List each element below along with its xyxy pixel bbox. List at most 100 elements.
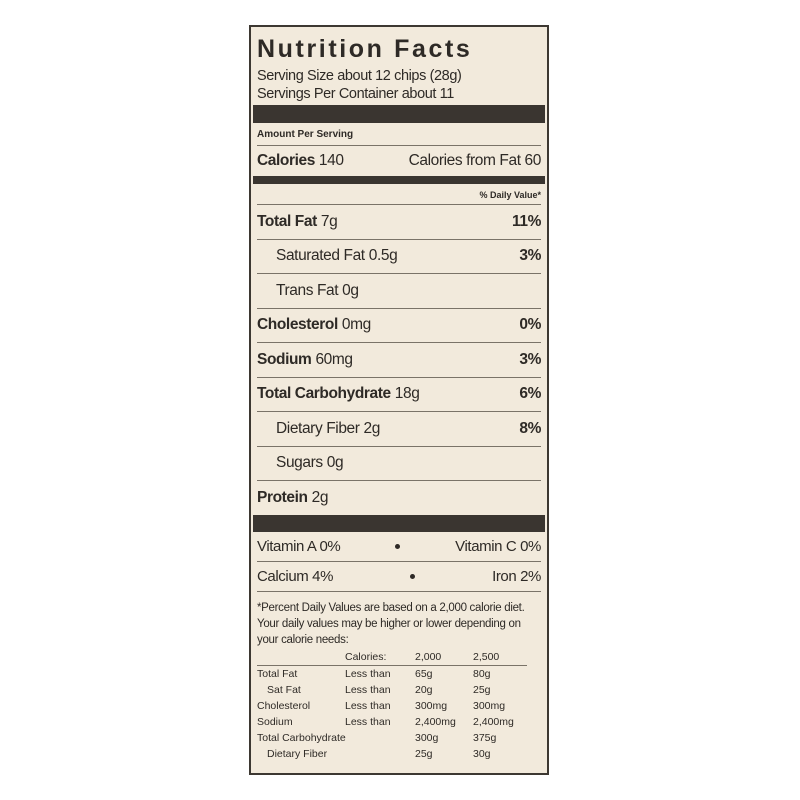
fat-calories-label: Calories from Fat xyxy=(408,152,521,169)
limit: Less than xyxy=(345,667,391,680)
nutrient-amount: 0.5g xyxy=(368,247,398,265)
nutrient-name: Total Fat xyxy=(257,667,298,680)
nutrient-amount: 0g xyxy=(342,281,359,299)
value-2500: 80g xyxy=(473,667,491,680)
calories-label: Calories xyxy=(257,152,315,169)
nutrient-amount: 7g xyxy=(320,212,338,230)
nutrient-name: Dietary Fiber xyxy=(267,747,328,760)
value-2500: 375g xyxy=(473,731,497,744)
separator-dot xyxy=(395,543,401,549)
nutrient-row: Saturated Fat 0.5g 3% xyxy=(257,238,541,274)
table-row: Total Carbohydrate 300g 375g xyxy=(257,730,527,746)
value-2500: 30g xyxy=(473,747,491,760)
vitamin-name: Calcium xyxy=(257,567,309,585)
nutrient: Trans Fat 0g xyxy=(276,282,359,300)
nutrient-name: Sodium xyxy=(257,715,293,728)
nutrient-row: Trans Fat 0g xyxy=(257,273,541,308)
daily-value-header: % Daily Value* xyxy=(479,190,541,200)
table-row: Cholesterol Less than 300mg 300mg xyxy=(257,698,527,714)
value-2000: 20g xyxy=(415,683,433,696)
calories-value: 140 xyxy=(318,152,344,169)
column-2500: 2,500 xyxy=(473,648,527,666)
nutrient-name: Cholesterol xyxy=(257,699,311,712)
calories-row: Calories 140 Calories from Fat 60 xyxy=(257,145,541,176)
vitamin-name: Vitamin A xyxy=(257,537,316,555)
nutrient: Cholesterol 0mg xyxy=(257,316,371,334)
footnote: *Percent Daily Values are based on a 2,0… xyxy=(257,601,525,646)
nutrient-name: Trans Fat xyxy=(276,281,339,299)
nutrient-amount: 60mg xyxy=(315,350,353,368)
vitamin-value: 0% xyxy=(520,537,541,555)
blank-cell xyxy=(257,648,345,666)
limit: Less than xyxy=(345,715,391,728)
nutrient-row: Total Carbohydrate 18g 6% xyxy=(257,376,541,412)
vitamin: Vitamin C 0% xyxy=(455,538,541,555)
vitamin-value: 4% xyxy=(312,567,334,585)
nutrient: Total Fat 7g xyxy=(257,212,338,231)
vitamin: Iron 2% xyxy=(492,568,541,585)
nutrient-name: Sodium xyxy=(257,350,312,368)
daily-value: 6% xyxy=(519,385,541,403)
nutrient-amount: 0g xyxy=(326,454,344,472)
limit xyxy=(345,746,415,762)
table-row: Sat Fat Less than 20g 25g xyxy=(257,682,527,698)
nutrient-list: Total Fat 7g 11% Saturated Fat 0.5g 3% Trans F… xyxy=(257,204,541,515)
nutrition-label: Nutrition Facts Serving Size about 12 ch… xyxy=(249,25,549,775)
nutrient: Sodium 60mg xyxy=(257,351,353,369)
value-2000: 300g xyxy=(415,731,439,744)
value-2000: 2,400mg xyxy=(415,715,456,728)
table-header: Calories: 2,000 2,500 xyxy=(257,648,527,666)
vitamin-value: 0% xyxy=(319,537,341,555)
nutrient-amount: 2g xyxy=(363,419,381,437)
daily-value: 3% xyxy=(519,350,541,368)
daily-value: 3% xyxy=(519,247,541,265)
daily-value: 8% xyxy=(519,419,541,437)
nutrient: Sugars 0g xyxy=(276,454,344,472)
vitamin-value: 2% xyxy=(520,567,541,585)
nutrient-name: Total Fat xyxy=(257,212,317,230)
value-2500: 300mg xyxy=(473,699,506,712)
nutrient-name: Total Carbohydrate xyxy=(257,731,346,744)
nutrient-row: Dietary Fiber 2g 8% xyxy=(257,411,541,446)
servings-per-container: Servings Per Container about 11 xyxy=(257,86,454,102)
nutrient-name: Protein xyxy=(257,488,308,506)
vitamin-name: Vitamin C xyxy=(455,537,517,555)
nutrient: Saturated Fat 0.5g xyxy=(276,247,398,265)
daily-value: 11% xyxy=(512,212,541,230)
nutrient-name: Dietary Fiber xyxy=(276,419,360,437)
nutrient-amount: 0mg xyxy=(341,316,371,334)
nutrient-name: Sugars xyxy=(276,454,323,472)
vitamin: Vitamin A 0% xyxy=(257,537,341,555)
divider-bar xyxy=(253,514,545,532)
daily-value-table: Calories: 2,000 2,500 Total Fat Less than 65g… xyxy=(257,648,527,762)
divider-bar xyxy=(253,176,545,184)
value-2000: 65g xyxy=(415,667,433,680)
nutrient-name: Saturated Fat xyxy=(276,247,365,265)
column-2000: 2,000 xyxy=(415,648,473,666)
value-2500: 25g xyxy=(473,683,491,696)
nutrient-amount: 2g xyxy=(311,488,329,506)
nutrient-row: Total Fat 7g 11% xyxy=(257,204,541,239)
vitamin-row: Calcium 4% Iron 2% xyxy=(257,562,541,592)
nutrient-amount: 18g xyxy=(394,385,420,403)
daily-value: 0% xyxy=(519,316,541,334)
table-row: Sodium Less than 2,400mg 2,400mg xyxy=(257,714,527,730)
nutrient-name: Total Carbohydrate xyxy=(257,385,391,403)
nutrient: Protein 2g xyxy=(257,489,328,507)
nutrient-row: Protein 2g xyxy=(257,480,541,515)
value-2500: 2,400mg xyxy=(473,715,514,728)
nutrient-name: Cholesterol xyxy=(257,316,338,334)
calories-label: Calories: xyxy=(345,648,415,666)
vitamin-list: Vitamin A 0% Vitamin C 0% Calcium 4% Iron 2… xyxy=(257,532,541,592)
nutrient: Total Carbohydrate 18g xyxy=(257,385,420,403)
separator-dot xyxy=(410,573,416,579)
title: Nutrition Facts xyxy=(257,35,473,63)
divider-bar xyxy=(253,105,545,123)
amount-per-serving: Amount Per Serving xyxy=(257,129,354,140)
nutrient-row: Sodium 60mg 3% xyxy=(257,342,541,377)
limit: Less than xyxy=(345,699,391,712)
table-row: Dietary Fiber 25g 30g xyxy=(257,746,527,762)
value-2000: 25g xyxy=(415,747,433,760)
value-2000: 300mg xyxy=(415,699,448,712)
